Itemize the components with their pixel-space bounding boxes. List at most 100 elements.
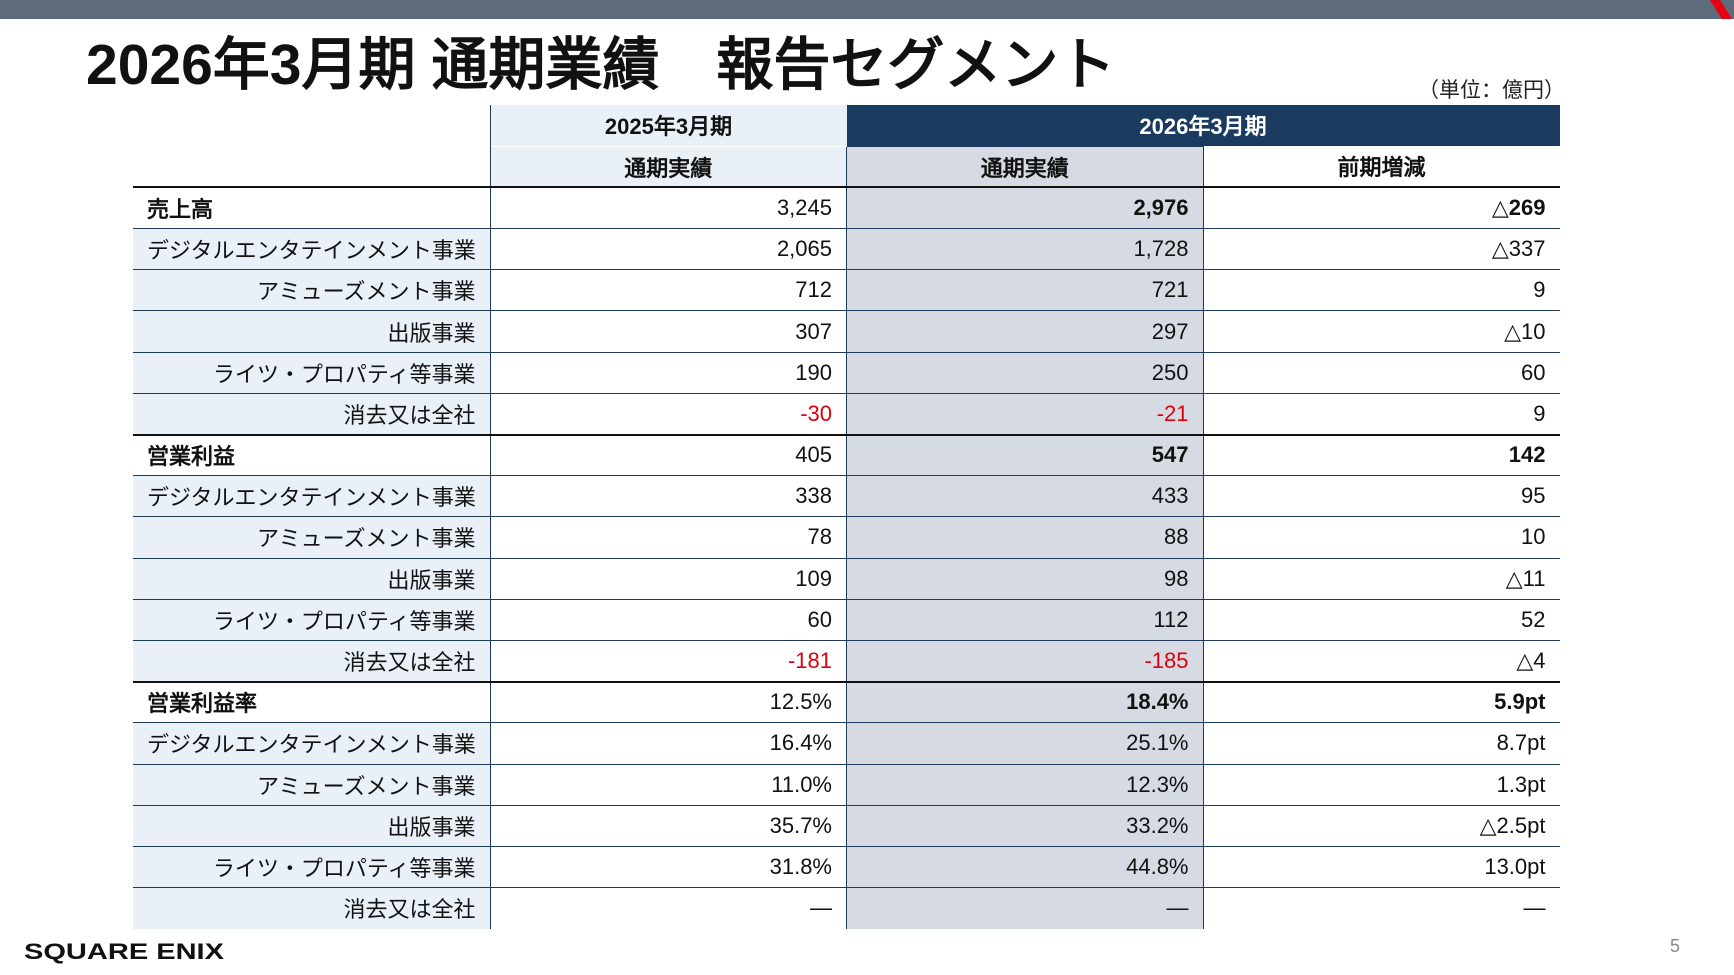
row-label: 消去又は全社 (133, 392, 490, 435)
value-fy2026-actual: 433 (846, 475, 1203, 517)
value-fy2026-actual: 547 (846, 433, 1203, 476)
value-fy2026-actual: 12.3% (846, 763, 1203, 806)
table-row-total: 売上高 3,245 2,976 △269 (133, 186, 1560, 229)
table-row-segment: ライツ・プロパティ等事業 31.8% 44.8% 13.0pt (133, 845, 1560, 888)
value-fy2026-actual: 112 (846, 598, 1203, 641)
square-enix-logo: SQUARE ENIX (24, 938, 228, 964)
value-fy2025-actual: ― (489, 887, 847, 929)
value-yoy-change: △10 (1202, 310, 1560, 353)
row-label: ライツ・プロパティ等事業 (133, 351, 490, 394)
corner-red-mark (1680, 0, 1734, 19)
table-row-total: 営業利益 405 547 142 (133, 433, 1560, 476)
value-yoy-change: 5.9pt (1202, 680, 1560, 723)
value-yoy-change: ― (1202, 887, 1560, 929)
value-fy2026-actual: 88 (846, 516, 1203, 559)
value-yoy-change: 10 (1202, 516, 1560, 559)
value-fy2025-actual: 2,065 (489, 228, 847, 270)
table-row-segment: デジタルエンタテインメント事業 16.4% 25.1% 8.7pt (133, 722, 1560, 764)
row-label: アミューズメント事業 (133, 763, 490, 806)
value-yoy-change: 142 (1202, 433, 1560, 476)
table-row-segment: ライツ・プロパティ等事業 60 112 52 (133, 598, 1560, 641)
value-yoy-change: △337 (1202, 228, 1560, 270)
value-fy2025-actual: 11.0% (489, 763, 847, 806)
row-label: ライツ・プロパティ等事業 (133, 598, 490, 641)
sub-header-current-actual: 通期実績 (846, 145, 1203, 188)
row-label: 消去又は全社 (133, 887, 490, 929)
table-row-segment: 消去又は全社 -181 -185 △4 (133, 639, 1560, 682)
value-yoy-change: 52 (1202, 598, 1560, 641)
value-fy2025-actual: 35.7% (489, 804, 847, 847)
value-fy2025-actual: 78 (489, 516, 847, 559)
table-row-segment: アミューズメント事業 11.0% 12.3% 1.3pt (133, 763, 1560, 806)
row-label: 営業利益 (133, 433, 490, 476)
sub-header-prev-actual: 通期実績 (489, 145, 847, 188)
value-fy2025-actual: 16.4% (489, 722, 847, 764)
unit-note: （単位：億円） (1418, 79, 1565, 102)
sub-header-row: 通期実績 通期実績 前期増減 (133, 145, 1560, 188)
value-yoy-change: 13.0pt (1202, 845, 1560, 888)
value-fy2025-actual: 712 (489, 269, 847, 311)
period-header-row: 2025年3月期 2026年3月期 (133, 105, 1560, 147)
value-yoy-change: △11 (1202, 557, 1560, 600)
table-row-segment: 出版事業 35.7% 33.2% △2.5pt (133, 804, 1560, 847)
period-header-prev: 2025年3月期 (489, 105, 847, 147)
value-yoy-change: △269 (1202, 186, 1560, 229)
value-fy2025-actual: 405 (489, 433, 847, 476)
value-yoy-change: 60 (1202, 351, 1560, 394)
value-fy2026-actual: -185 (846, 639, 1203, 682)
table-row-segment: アミューズメント事業 712 721 9 (133, 269, 1560, 311)
value-fy2026-actual: -21 (846, 392, 1203, 435)
row-label: 出版事業 (133, 310, 490, 353)
value-yoy-change: 95 (1202, 475, 1560, 517)
value-yoy-change: 9 (1202, 269, 1560, 311)
value-fy2025-actual: 60 (489, 598, 847, 641)
value-fy2026-actual: 98 (846, 557, 1203, 600)
row-label: 営業利益率 (133, 680, 490, 723)
table-row-segment: 出版事業 109 98 △11 (133, 557, 1560, 600)
table-body: 売上高 3,245 2,976 △269 デジタルエンタテインメント事業 2,065 1,7… (133, 186, 1560, 929)
value-fy2026-actual: 44.8% (846, 845, 1203, 888)
row-label: デジタルエンタテインメント事業 (133, 475, 490, 517)
value-fy2026-actual: ― (846, 887, 1203, 929)
value-fy2025-actual: 109 (489, 557, 847, 600)
segment-results-table: 2025年3月期 2026年3月期 通期実績 通期実績 前期増減 売上高 3,24… (133, 105, 1560, 929)
value-fy2026-actual: 1,728 (846, 228, 1203, 270)
row-label: アミューズメント事業 (133, 269, 490, 311)
value-fy2026-actual: 250 (846, 351, 1203, 394)
value-yoy-change: △4 (1202, 639, 1560, 682)
table-row-segment: アミューズメント事業 78 88 10 (133, 516, 1560, 559)
table-row-segment: デジタルエンタテインメント事業 2,065 1,728 △337 (133, 228, 1560, 270)
row-label: 出版事業 (133, 804, 490, 847)
page-number: 5 (1670, 936, 1681, 956)
table-row-total: 営業利益率 12.5% 18.4% 5.9pt (133, 680, 1560, 723)
value-fy2025-actual: 307 (489, 310, 847, 353)
table-row-segment: 消去又は全社 -30 -21 9 (133, 392, 1560, 435)
table-row-segment: 出版事業 307 297 △10 (133, 310, 1560, 353)
value-yoy-change: 9 (1202, 392, 1560, 435)
row-label: アミューズメント事業 (133, 516, 490, 559)
row-label: ライツ・プロパティ等事業 (133, 845, 490, 888)
logo-wordmark: SQUARE ENIX (24, 939, 224, 964)
value-fy2026-actual: 297 (846, 310, 1203, 353)
table-row-segment: デジタルエンタテインメント事業 338 433 95 (133, 475, 1560, 517)
value-fy2025-actual: 3,245 (489, 186, 847, 229)
value-yoy-change: 1.3pt (1202, 763, 1560, 806)
row-label: 消去又は全社 (133, 639, 490, 682)
value-fy2026-actual: 25.1% (846, 722, 1203, 764)
value-yoy-change: △2.5pt (1202, 804, 1560, 847)
row-label: デジタルエンタテインメント事業 (133, 228, 490, 270)
sub-header-corner (133, 146, 490, 188)
value-fy2025-actual: -30 (489, 392, 847, 435)
header-corner (133, 105, 490, 147)
value-fy2026-actual: 33.2% (846, 804, 1203, 847)
row-label: デジタルエンタテインメント事業 (133, 722, 490, 764)
value-fy2025-actual: 338 (489, 475, 847, 517)
value-fy2025-actual: 31.8% (489, 845, 847, 888)
top-accent-bar (0, 0, 1734, 19)
value-fy2026-actual: 721 (846, 269, 1203, 311)
value-fy2025-actual: 190 (489, 351, 847, 394)
sub-header-yoy-change: 前期増減 (1202, 146, 1560, 188)
value-fy2026-actual: 2,976 (846, 186, 1203, 229)
slide-title: 2026年3月期 通期業績 報告セグメント (86, 33, 1116, 97)
period-header-current: 2026年3月期 (846, 105, 1560, 147)
